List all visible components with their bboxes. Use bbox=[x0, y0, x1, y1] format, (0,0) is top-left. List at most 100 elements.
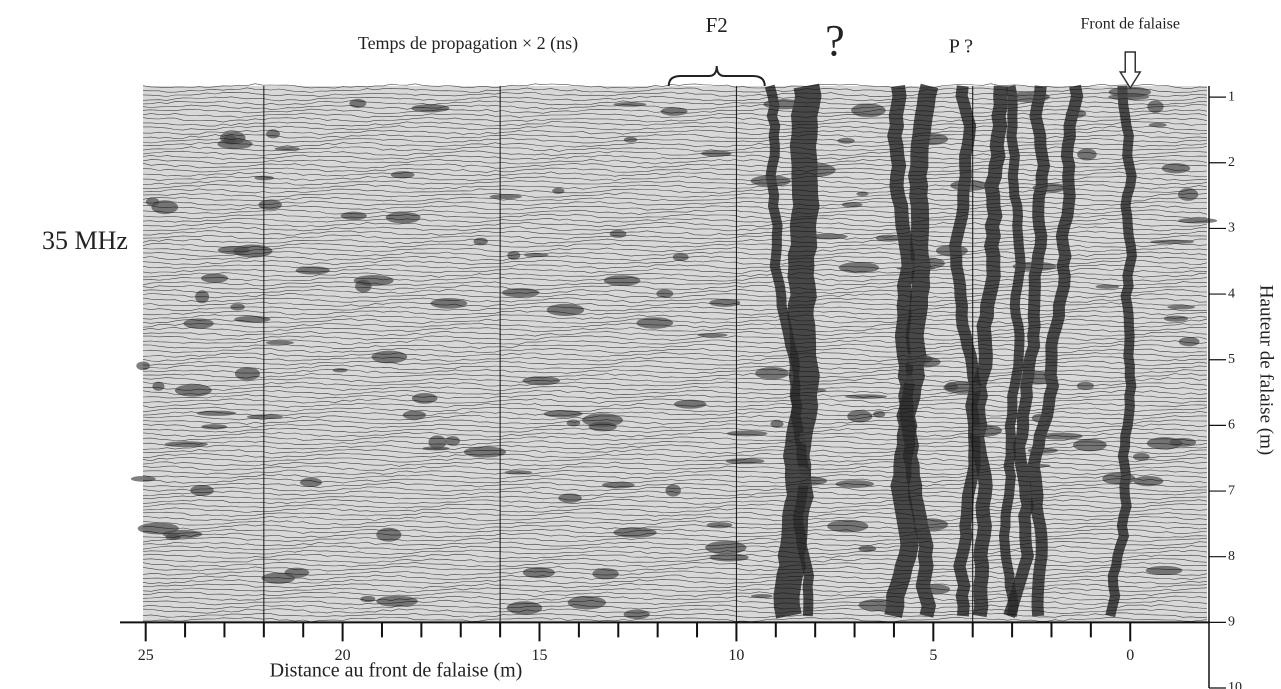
dark-blob bbox=[603, 275, 641, 286]
trace bbox=[142, 536, 1208, 543]
trace bbox=[142, 549, 1208, 555]
trace bbox=[142, 398, 1208, 404]
trace bbox=[142, 452, 1207, 459]
y-tick-label: 9 bbox=[1228, 615, 1235, 630]
dark-blob bbox=[1065, 109, 1087, 119]
dark-blob bbox=[522, 376, 561, 386]
trace bbox=[142, 381, 1208, 387]
annotation: ? bbox=[825, 16, 845, 65]
trace bbox=[142, 314, 1208, 320]
trace bbox=[142, 448, 1208, 455]
trace bbox=[142, 326, 1208, 333]
dark-blob bbox=[601, 481, 635, 489]
trace bbox=[142, 389, 1208, 396]
trace bbox=[142, 129, 1208, 135]
trace bbox=[142, 423, 1208, 429]
dark-blob bbox=[750, 175, 791, 187]
trace bbox=[142, 566, 1208, 572]
dark-blob bbox=[1108, 93, 1150, 101]
dark-blob bbox=[552, 187, 565, 194]
trace bbox=[142, 167, 1208, 173]
dark-blob bbox=[152, 381, 165, 391]
frequency-label: 35 MHz bbox=[42, 226, 128, 255]
trace bbox=[142, 91, 1208, 98]
trace bbox=[142, 364, 1208, 371]
trace bbox=[142, 184, 1208, 190]
trace bbox=[142, 247, 1208, 253]
trace bbox=[142, 297, 1208, 303]
trace bbox=[142, 322, 1208, 329]
trace bbox=[142, 310, 1208, 316]
trace bbox=[142, 158, 1208, 165]
y-tick-label: 10 bbox=[1228, 680, 1242, 689]
x-tick-label: 0 bbox=[1126, 647, 1134, 664]
trace bbox=[142, 562, 1208, 568]
trace bbox=[142, 608, 1207, 614]
dark-blob bbox=[1163, 315, 1189, 322]
trace bbox=[142, 137, 1208, 144]
title: Temps de propagation × 2 (ns) bbox=[358, 33, 578, 54]
dark-blob bbox=[402, 410, 426, 420]
dark-blob bbox=[360, 595, 376, 603]
trace bbox=[142, 394, 1208, 400]
trace bbox=[142, 595, 1208, 602]
trace bbox=[142, 116, 1208, 123]
dark-blob bbox=[636, 317, 674, 329]
trace bbox=[142, 616, 1208, 623]
trace bbox=[142, 343, 1208, 350]
radargram-texture bbox=[130, 83, 1218, 623]
dark-blob bbox=[660, 107, 688, 116]
dark-blob bbox=[1150, 239, 1195, 245]
dark-blob bbox=[196, 410, 237, 416]
trace bbox=[142, 612, 1208, 618]
dark-blob bbox=[566, 419, 581, 427]
x-tick-label: 20 bbox=[335, 647, 351, 664]
trace bbox=[142, 578, 1208, 585]
dark-blob bbox=[755, 367, 790, 380]
trace bbox=[142, 259, 1208, 266]
dark-blob bbox=[299, 477, 323, 487]
trace bbox=[142, 293, 1208, 299]
dark-band bbox=[969, 85, 1008, 618]
dark-blob bbox=[258, 199, 282, 211]
trace bbox=[142, 83, 1208, 89]
dark-blob bbox=[332, 368, 348, 373]
dark-blob bbox=[935, 244, 968, 257]
trace bbox=[142, 431, 1208, 438]
dark-blob bbox=[1132, 452, 1150, 461]
dark-blob bbox=[613, 102, 647, 107]
trace bbox=[142, 532, 1208, 539]
dark-blob bbox=[919, 584, 951, 595]
trace bbox=[142, 331, 1208, 337]
trace bbox=[142, 284, 1208, 291]
trace bbox=[142, 196, 1208, 203]
trace bbox=[142, 587, 1208, 593]
x-tick-label: 10 bbox=[728, 647, 744, 664]
trace bbox=[142, 347, 1208, 354]
dark-blob bbox=[709, 298, 741, 307]
dark-blob bbox=[1177, 217, 1218, 224]
trace bbox=[142, 474, 1208, 480]
dark-blob bbox=[1032, 183, 1068, 193]
dark-blob bbox=[217, 246, 250, 255]
dark-blob bbox=[428, 435, 447, 450]
dark-blob bbox=[873, 410, 886, 418]
trace bbox=[142, 175, 1208, 182]
trace bbox=[142, 406, 1208, 413]
dark-blob bbox=[507, 250, 521, 260]
trace bbox=[142, 272, 1208, 278]
trace bbox=[142, 368, 1208, 375]
trace bbox=[142, 515, 1208, 522]
dark-blob bbox=[1012, 261, 1057, 272]
dark-blob bbox=[567, 595, 606, 610]
trace bbox=[142, 221, 1208, 228]
dark-blob bbox=[284, 567, 310, 578]
dark-blob bbox=[489, 194, 522, 200]
trace bbox=[142, 482, 1208, 488]
dark-blob bbox=[200, 273, 229, 283]
trace bbox=[142, 230, 1208, 236]
trace bbox=[142, 410, 1208, 417]
dark-blob bbox=[609, 229, 627, 238]
x-axis-label: Distance au front de falaise (m) bbox=[270, 660, 523, 682]
